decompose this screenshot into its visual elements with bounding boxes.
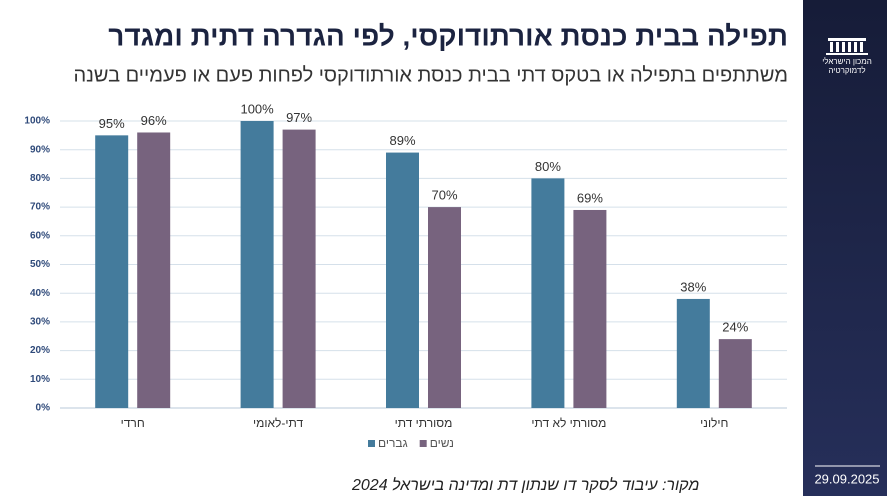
value-label: 70% xyxy=(431,188,457,203)
logo-icon xyxy=(826,38,868,55)
y-tick-label: 70% xyxy=(30,202,50,213)
value-label: 95% xyxy=(99,116,125,131)
value-label: 89% xyxy=(389,133,415,148)
y-tick-label: 30% xyxy=(30,317,50,328)
bar xyxy=(282,129,316,409)
y-tick-label: 50% xyxy=(30,259,50,270)
y-tick-label: 0% xyxy=(36,403,51,414)
sidebar xyxy=(803,0,887,496)
x-tick-label: חרדי xyxy=(121,416,145,430)
value-label: 69% xyxy=(577,190,603,205)
logo-text: המכון הישראלי xyxy=(822,57,872,66)
bar xyxy=(386,152,419,408)
x-tick-label: דתי-לאומי xyxy=(253,416,303,430)
logo-text: לדמוקרטיה xyxy=(828,66,865,75)
value-label: 96% xyxy=(141,113,167,128)
date: 29.09.2025 xyxy=(814,471,879,486)
value-label: 97% xyxy=(286,110,312,125)
bar xyxy=(573,209,607,408)
source: מקור: עיבוד לסקר דו שנתון דת ומדינה בישר… xyxy=(351,476,699,494)
legend-swatch xyxy=(419,440,427,447)
y-tick-label: 40% xyxy=(30,288,50,299)
bar xyxy=(137,132,171,409)
y-tick-label: 100% xyxy=(24,116,50,127)
x-tick-label: מסורתי דתי xyxy=(395,416,453,430)
y-tick-label: 20% xyxy=(30,345,50,356)
legend-swatch xyxy=(368,440,375,447)
bar xyxy=(428,207,461,408)
legend-label: גברים xyxy=(378,436,408,450)
bar xyxy=(718,339,752,408)
y-tick-label: 60% xyxy=(30,230,50,241)
y-tick-label: 90% xyxy=(30,144,50,155)
value-label: 24% xyxy=(722,320,748,335)
y-tick-label: 10% xyxy=(30,374,50,385)
chart-subtitle: משתתפים בתפילה או בטקס דתי בבית כנסת אור… xyxy=(73,64,788,86)
value-label: 100% xyxy=(240,101,274,116)
bar xyxy=(95,135,129,408)
bar xyxy=(676,298,710,408)
y-tick-label: 80% xyxy=(30,173,50,184)
bar xyxy=(240,121,274,408)
value-label: 80% xyxy=(535,159,561,174)
legend-label: נשים xyxy=(430,436,454,450)
x-tick-label: חילוני xyxy=(700,416,728,430)
chart-title: תפילה בבית כנסת אורתודוקסי, לפי הגדרה דת… xyxy=(108,20,788,51)
x-tick-label: מסורתי לא דתי xyxy=(531,416,606,430)
value-label: 38% xyxy=(680,279,706,294)
bar xyxy=(531,178,565,408)
